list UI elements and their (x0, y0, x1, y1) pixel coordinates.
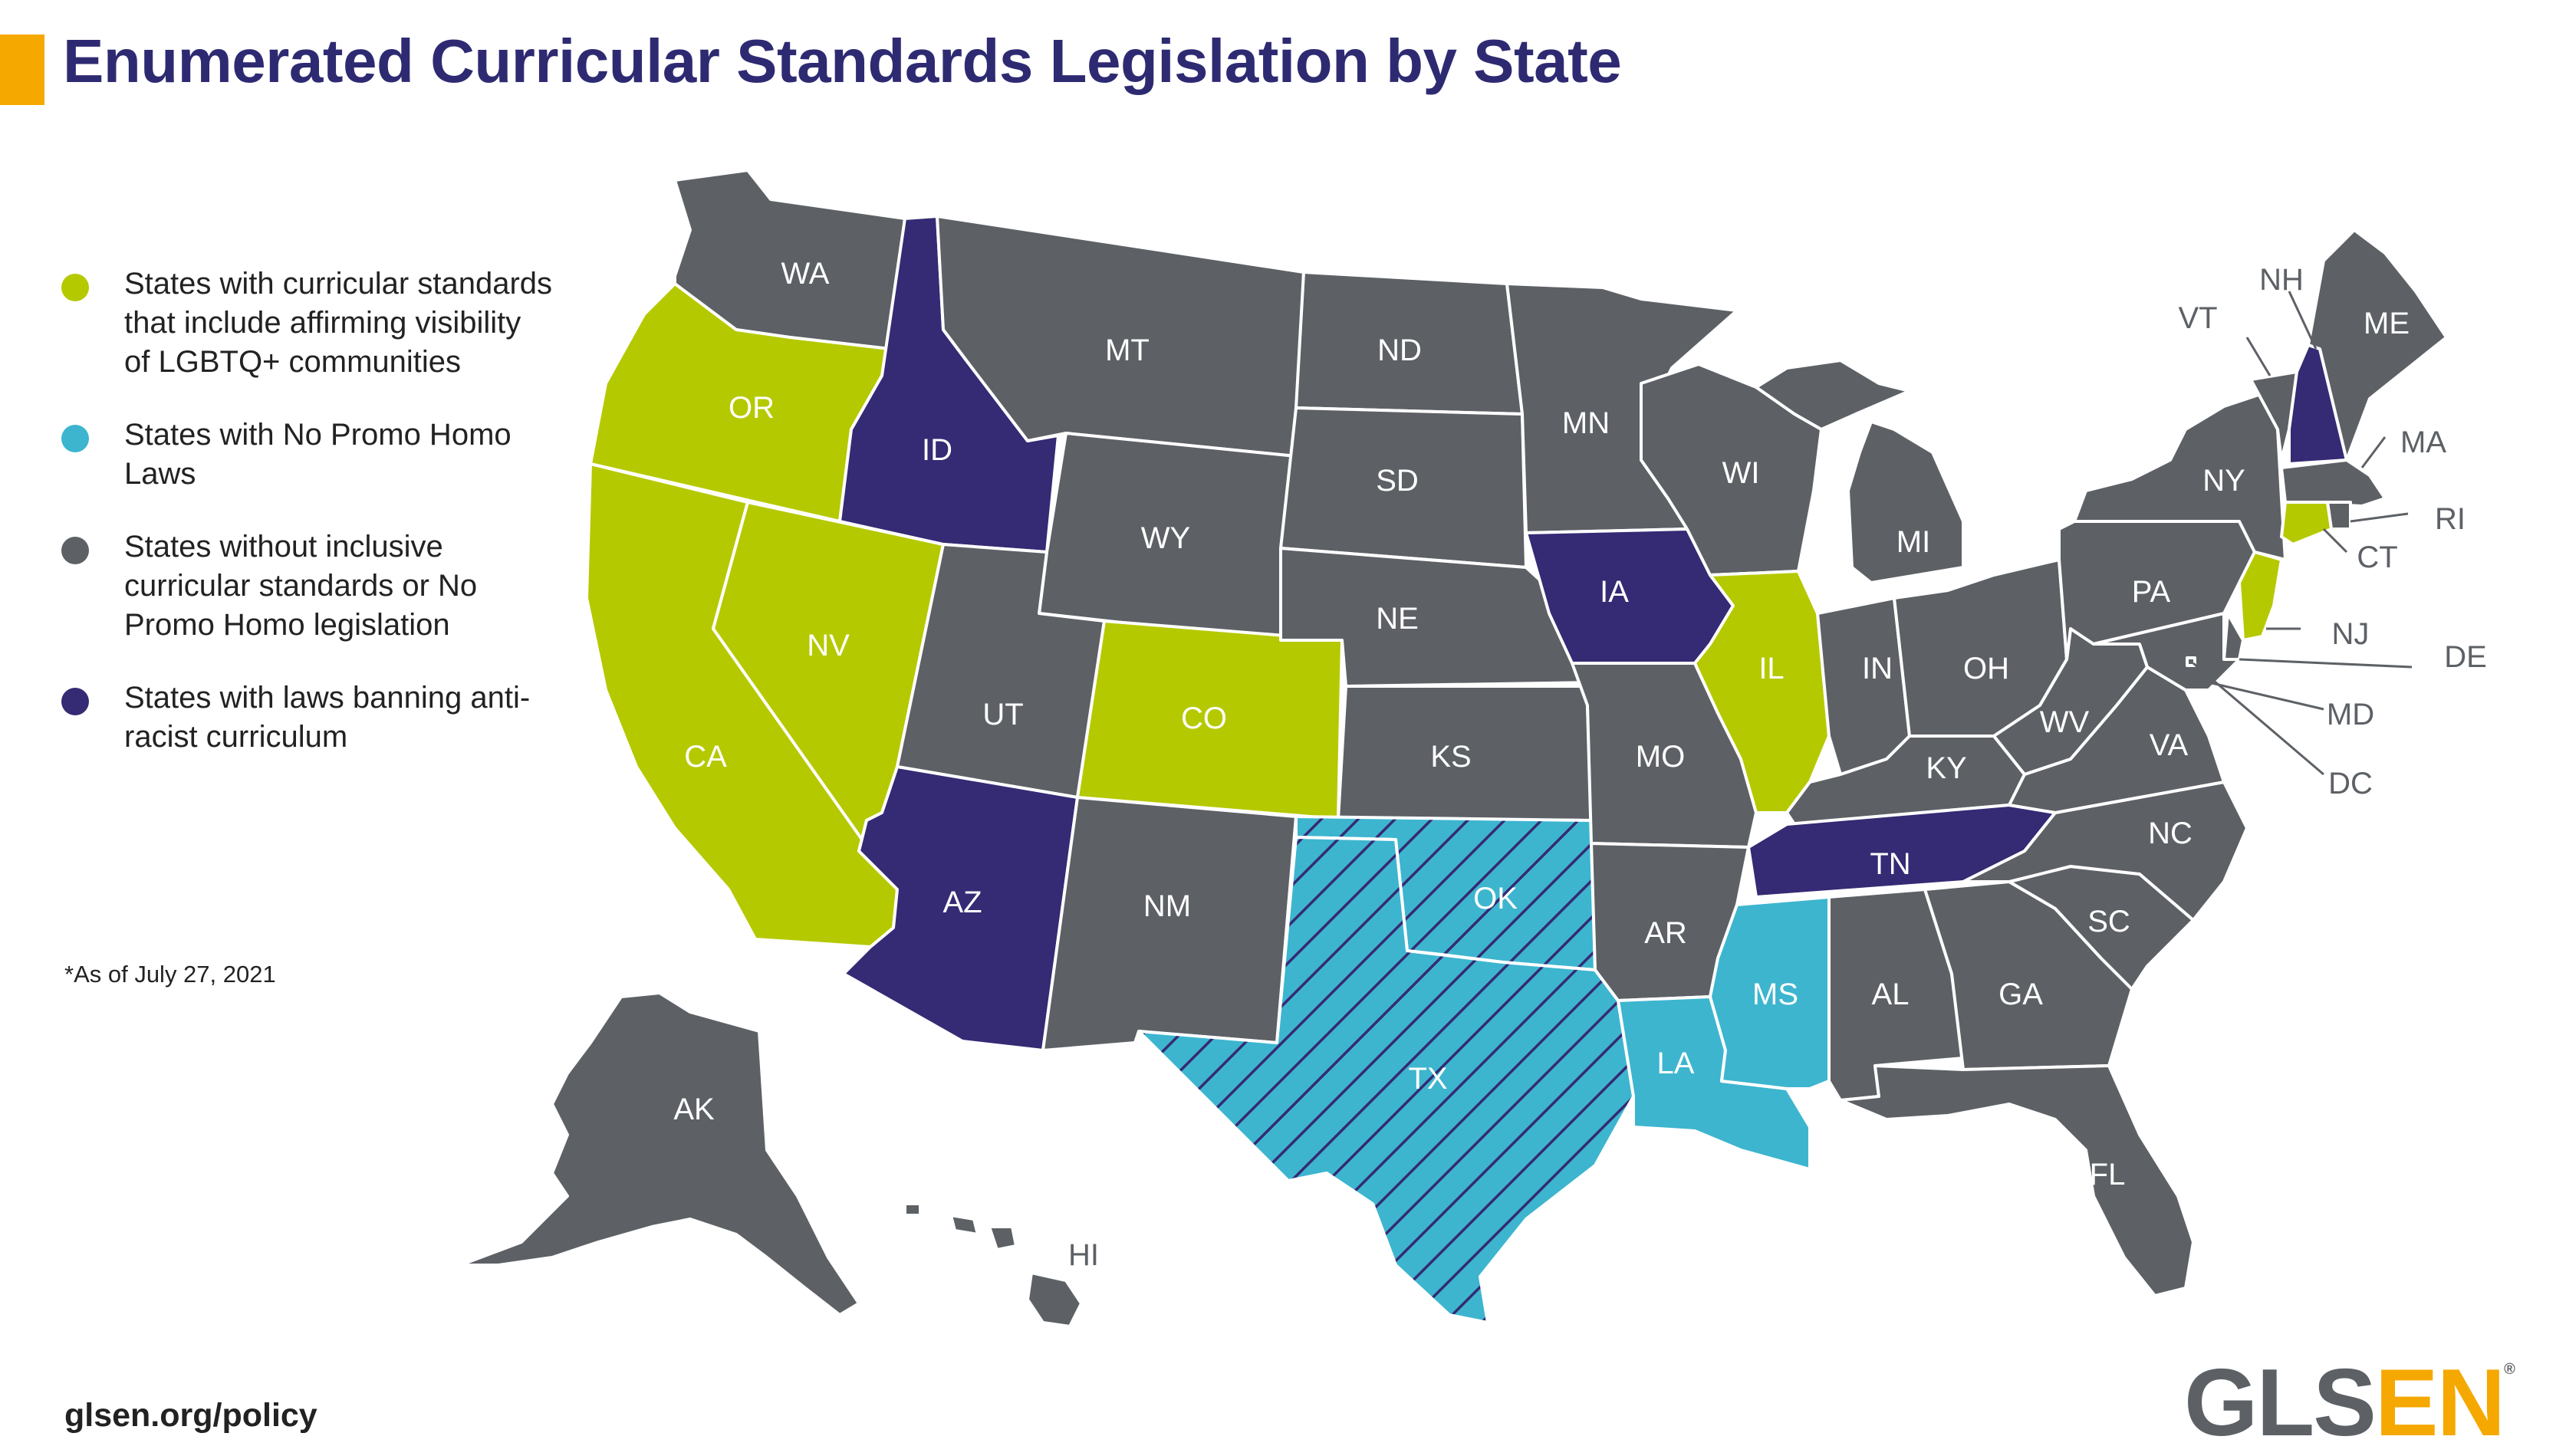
label-ID: ID (922, 433, 952, 467)
label-AL: AL (1872, 978, 1910, 1011)
legend-item-anti-racist-ban: States with laws banning anti-racist cur… (61, 679, 552, 757)
label-MO: MO (1636, 740, 1685, 774)
label-MS: MS (1752, 978, 1798, 1011)
label-UT: UT (982, 698, 1023, 731)
legend-label: States with No Promo Homo Laws (124, 418, 512, 491)
legend-dot-affirming (61, 274, 89, 301)
label-MN: MN (1562, 406, 1610, 440)
label-TN: TN (1870, 847, 1910, 881)
logo-part2: EN (2374, 1350, 2505, 1456)
state-TX[interactable] (1137, 836, 1635, 1324)
label-VT: VT (2178, 301, 2217, 335)
label-PA: PA (2132, 575, 2171, 609)
label-VA: VA (2150, 728, 2189, 762)
label-NV: NV (807, 629, 850, 662)
state-NM[interactable] (1041, 796, 1298, 1052)
state-AK[interactable] (459, 991, 860, 1316)
label-RI: RI (2435, 502, 2466, 536)
label-CT: CT (2357, 541, 2397, 574)
state-HI[interactable] (903, 1202, 1083, 1328)
label-NM: NM (1143, 889, 1191, 923)
label-HI: HI (1068, 1238, 1099, 1272)
label-SC: SC (2087, 905, 2130, 938)
label-CO: CO (1181, 702, 1227, 735)
label-NY: NY (2202, 464, 2245, 498)
legend-label: States without inclusive curricular stan… (124, 530, 478, 642)
state-ME[interactable] (2307, 228, 2448, 462)
label-WV: WV (2040, 705, 2090, 739)
label-SD: SD (1376, 464, 1419, 498)
label-TX: TX (1408, 1062, 1447, 1096)
logo-part1: GLS (2184, 1350, 2377, 1456)
label-MI: MI (1896, 525, 1930, 559)
title-accent-bar (0, 35, 44, 105)
legend-item-none: States without inclusive curricular stan… (61, 528, 552, 645)
label-KY: KY (1926, 751, 1966, 785)
state-VT[interactable] (2249, 370, 2298, 462)
legend-label: States with laws banning anti-racist cur… (124, 681, 531, 754)
label-ME: ME (2364, 307, 2410, 340)
glsen-logo: GLSEN® (2184, 1356, 2515, 1451)
label-NJ: NJ (2332, 617, 2370, 651)
legend-dot-anti-racist-ban (61, 688, 89, 715)
label-KS: KS (1430, 740, 1471, 774)
state-WI[interactable] (1640, 363, 1823, 577)
label-WA: WA (781, 257, 830, 291)
state-MA[interactable] (2280, 458, 2387, 508)
label-OH: OH (1963, 652, 2009, 685)
label-LA: LA (1657, 1047, 1695, 1080)
label-AZ: AZ (942, 886, 982, 919)
legend-dot-none (61, 537, 89, 564)
label-MT: MT (1105, 334, 1150, 367)
state-labels: WA OR CA NV ID MT WY UT AZ CO NM ND SD N… (673, 257, 2486, 1272)
logo-mark: ® (2504, 1361, 2515, 1378)
label-CA: CA (684, 740, 727, 774)
label-OK: OK (1473, 882, 1518, 915)
label-AR: AR (1644, 916, 1687, 950)
legend-dot-no-promo-homo (61, 425, 89, 452)
label-WI: WI (1722, 456, 1760, 490)
label-DC: DC (2328, 767, 2373, 800)
state-MI[interactable] (1847, 420, 1965, 584)
state-NC[interactable] (1962, 781, 2248, 922)
label-ND: ND (1377, 334, 1422, 367)
state-CT[interactable] (2280, 501, 2333, 546)
label-NH: NH (2259, 263, 2304, 297)
state-MI-upper[interactable] (1755, 359, 1911, 431)
label-AK: AK (673, 1093, 715, 1126)
state-NJ[interactable] (2238, 551, 2283, 642)
state-DE[interactable] (2222, 612, 2245, 661)
label-MA: MA (2400, 426, 2446, 459)
label-IA: IA (1600, 575, 1629, 609)
state-NE[interactable] (1279, 547, 1597, 688)
legend-item-affirming: States with curricular standards that in… (61, 265, 552, 382)
legend: States with curricular standards that in… (61, 265, 552, 790)
footnote: *As of July 27, 2021 (64, 961, 276, 988)
label-FL: FL (2090, 1158, 2126, 1191)
legend-label: States with curricular standards that in… (124, 267, 553, 379)
source-url: glsen.org/policy (64, 1397, 317, 1434)
label-WY: WY (1141, 521, 1190, 555)
label-NE: NE (1376, 602, 1419, 636)
page-title: Enumerated Curricular Standards Legislat… (63, 27, 1622, 95)
label-IN: IN (1862, 652, 1893, 685)
label-OR: OR (729, 391, 775, 425)
label-MD: MD (2327, 698, 2374, 731)
label-leaders (2193, 291, 2413, 776)
label-NC: NC (2148, 817, 2193, 850)
label-IL: IL (1758, 652, 1784, 685)
state-FL[interactable] (1839, 1064, 2195, 1297)
legend-item-no-promo-homo: States with No Promo Homo Laws (61, 416, 552, 494)
label-DE: DE (2444, 640, 2487, 674)
label-GA: GA (1998, 978, 2043, 1011)
